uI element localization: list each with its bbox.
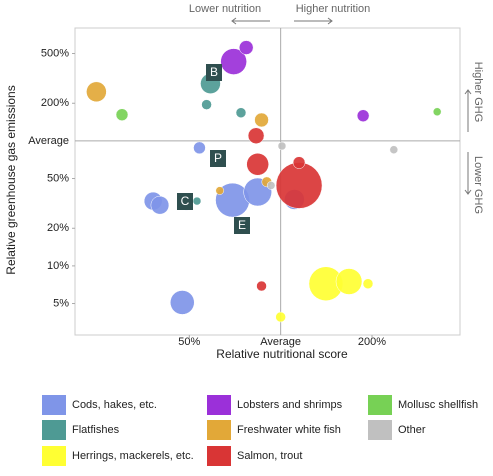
- annotation: Higher nutrition: [296, 3, 371, 15]
- label-box: [234, 217, 250, 234]
- bubble: [235, 107, 247, 118]
- bubble: [238, 40, 254, 55]
- legend-label: Mollusc shellfish: [398, 399, 478, 411]
- legend-label: Other: [398, 424, 426, 436]
- bubble: [215, 186, 225, 195]
- y-tick-label: 20%: [47, 222, 69, 234]
- bubble: [170, 290, 195, 315]
- x-tick-label: 50%: [178, 336, 200, 348]
- x-tick-label: Average: [260, 336, 301, 348]
- bubble: [256, 280, 267, 292]
- bubble: [266, 181, 276, 190]
- legend-swatch: [207, 420, 231, 440]
- bubble: [193, 141, 206, 155]
- legend-label: Freshwater white fish: [237, 424, 341, 436]
- legend-label: Lobsters and shrimps: [237, 399, 343, 411]
- point-labels: B C E P: [177, 64, 250, 234]
- bubble: [335, 268, 363, 295]
- arrow: [294, 17, 333, 25]
- bubble: [254, 112, 269, 128]
- y-tick-label: 50%: [47, 172, 69, 184]
- y-tick-label: 10%: [47, 260, 69, 272]
- legend-label: Cods, hakes, etc.: [72, 399, 157, 411]
- legend-swatch: [207, 446, 231, 466]
- bubble: [246, 153, 269, 176]
- legend-label: Salmon, trout: [237, 450, 302, 462]
- bubble: [150, 195, 170, 215]
- bubble: [275, 311, 286, 323]
- y-tick-label: 5%: [53, 297, 69, 309]
- y-tick-label: 500%: [41, 47, 69, 59]
- arrow: [231, 17, 270, 25]
- legend-swatch: [368, 420, 392, 440]
- legend-swatch: [368, 395, 392, 415]
- bubble: [247, 127, 265, 144]
- bubble: [277, 141, 287, 151]
- point-label: C: [181, 194, 190, 208]
- y-tick-label: Average: [28, 135, 69, 147]
- point-label: E: [238, 218, 246, 232]
- bubble: [115, 108, 129, 121]
- legend-swatch: [207, 395, 231, 415]
- legend-swatch: [42, 446, 66, 466]
- bubble: [86, 81, 107, 103]
- x-axis-title: Relative nutritional score: [216, 347, 348, 361]
- bubble: [432, 107, 442, 117]
- annotation: Higher GHG: [472, 62, 484, 123]
- bubble: [389, 145, 399, 154]
- label-box: [177, 193, 193, 210]
- label-box: [206, 64, 222, 81]
- y-axis-title: Relative greenhouse gas emissions: [4, 85, 18, 274]
- plot-frame: [74, 27, 461, 336]
- arrow: [464, 152, 472, 195]
- x-tick-label: 200%: [358, 336, 386, 348]
- bubble: [192, 196, 202, 206]
- bubble: [362, 278, 374, 289]
- bubble: [220, 48, 247, 75]
- bubbles: [75, 28, 460, 335]
- bubble: [292, 156, 306, 169]
- label-box: [210, 150, 226, 167]
- legend-label: Herrings, mackerels, etc.: [72, 450, 194, 462]
- legend-swatch: [42, 420, 66, 440]
- legend-label: Flatfishes: [72, 424, 120, 436]
- point-label: P: [214, 151, 222, 165]
- bubble: [201, 99, 212, 110]
- annotation: Lower GHG: [472, 156, 484, 214]
- bubble: [275, 162, 323, 209]
- arrow: [464, 89, 472, 132]
- y-tick-label: 200%: [41, 97, 69, 109]
- annotation: Lower nutrition: [189, 3, 261, 15]
- legend-swatch: [42, 395, 66, 415]
- bubble: [356, 109, 370, 122]
- point-label: B: [210, 65, 218, 79]
